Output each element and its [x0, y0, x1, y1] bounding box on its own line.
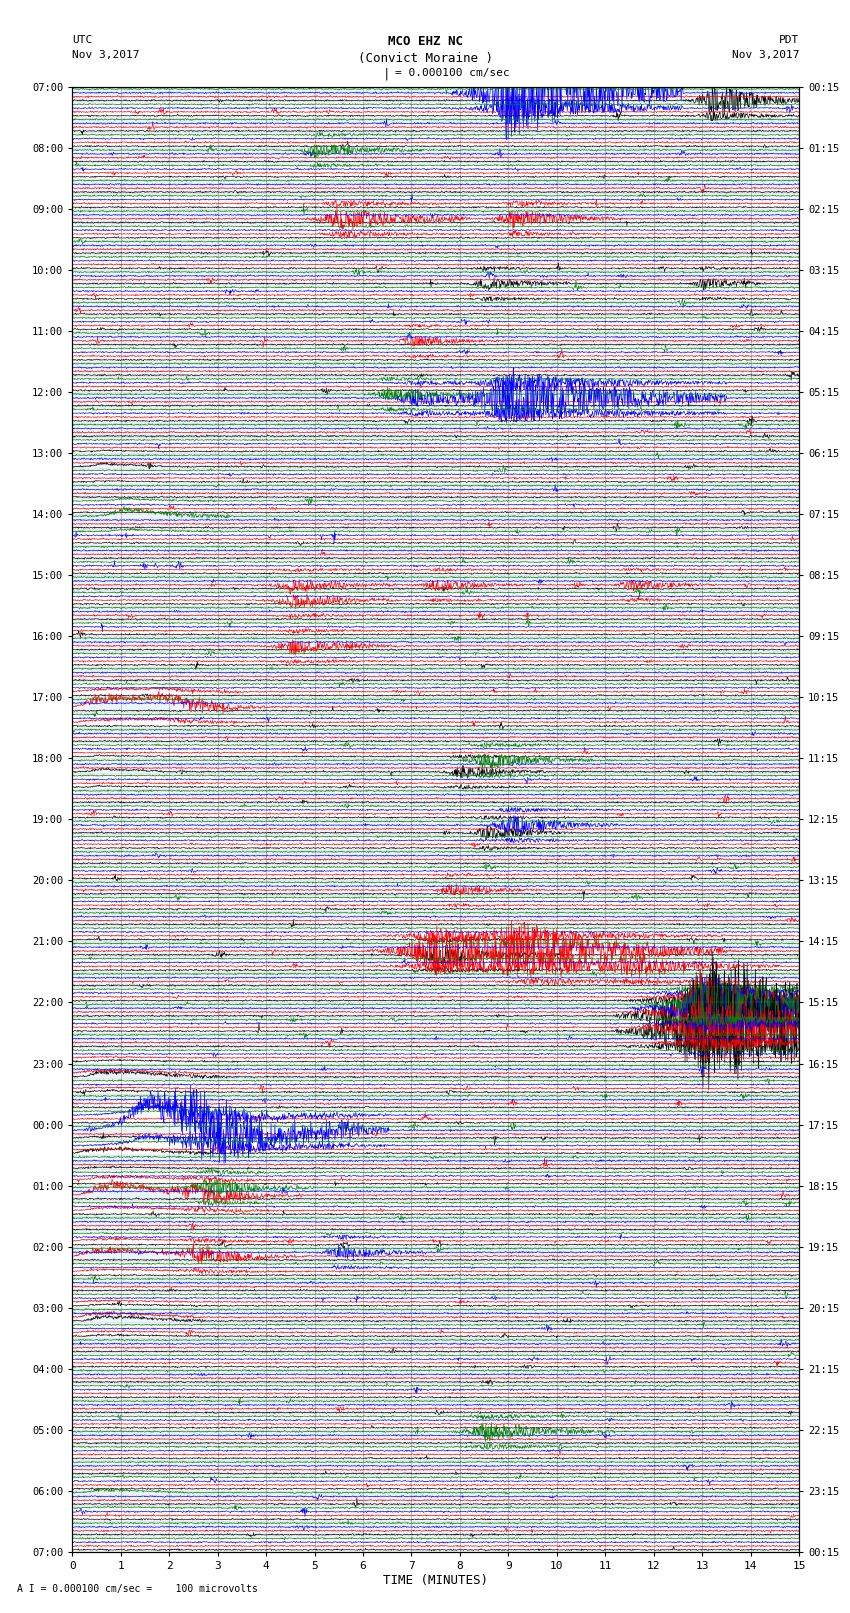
Bar [72, 1032, 799, 1048]
Bar [72, 1277, 799, 1292]
Bar [72, 1368, 799, 1384]
Text: = 0.000100 cm/sec: = 0.000100 cm/sec [395, 68, 510, 77]
Bar [72, 637, 799, 652]
Bar [72, 1124, 799, 1140]
Bar [72, 789, 799, 805]
Bar [72, 453, 799, 468]
Bar [72, 545, 799, 560]
Bar [72, 881, 799, 895]
Bar [72, 1429, 799, 1445]
Bar [72, 942, 799, 957]
Bar [72, 361, 799, 377]
Bar [72, 973, 799, 987]
X-axis label: TIME (MINUTES): TIME (MINUTES) [383, 1574, 488, 1587]
Bar [72, 1398, 799, 1415]
Bar [72, 1247, 799, 1261]
Bar [72, 758, 799, 774]
Bar [72, 850, 799, 865]
Text: |: | [383, 68, 390, 81]
Bar [72, 1521, 799, 1537]
Text: MCO EHZ NC: MCO EHZ NC [388, 35, 462, 48]
Bar [72, 118, 799, 132]
Bar [72, 210, 799, 224]
Bar [72, 331, 799, 347]
Bar [72, 697, 799, 713]
Bar [72, 1155, 799, 1171]
Text: PDT: PDT [779, 35, 799, 45]
Bar [72, 300, 799, 316]
Bar [72, 484, 799, 498]
Bar [72, 819, 799, 834]
Bar [72, 1094, 799, 1110]
Bar [72, 148, 799, 163]
Bar [72, 666, 799, 682]
Bar [72, 576, 799, 590]
Text: Nov 3,2017: Nov 3,2017 [72, 50, 139, 60]
Text: Nov 3,2017: Nov 3,2017 [732, 50, 799, 60]
Bar [72, 1003, 799, 1018]
Bar [72, 1216, 799, 1231]
Bar [72, 606, 799, 621]
Bar [72, 1308, 799, 1323]
Bar [72, 87, 799, 102]
Bar [72, 423, 799, 439]
Bar [72, 179, 799, 194]
Bar [72, 515, 799, 529]
Bar [72, 271, 799, 286]
Bar [72, 1460, 799, 1476]
Bar [72, 1186, 799, 1200]
Text: (Convict Moraine ): (Convict Moraine ) [358, 52, 492, 65]
Bar [72, 1339, 799, 1353]
Bar [72, 392, 799, 408]
Bar [72, 727, 799, 744]
Text: UTC: UTC [72, 35, 93, 45]
Bar [72, 1063, 799, 1079]
Bar [72, 1490, 799, 1507]
Text: A I = 0.000100 cm/sec =    100 microvolts: A I = 0.000100 cm/sec = 100 microvolts [17, 1584, 258, 1594]
Bar [72, 911, 799, 926]
Bar [72, 240, 799, 255]
